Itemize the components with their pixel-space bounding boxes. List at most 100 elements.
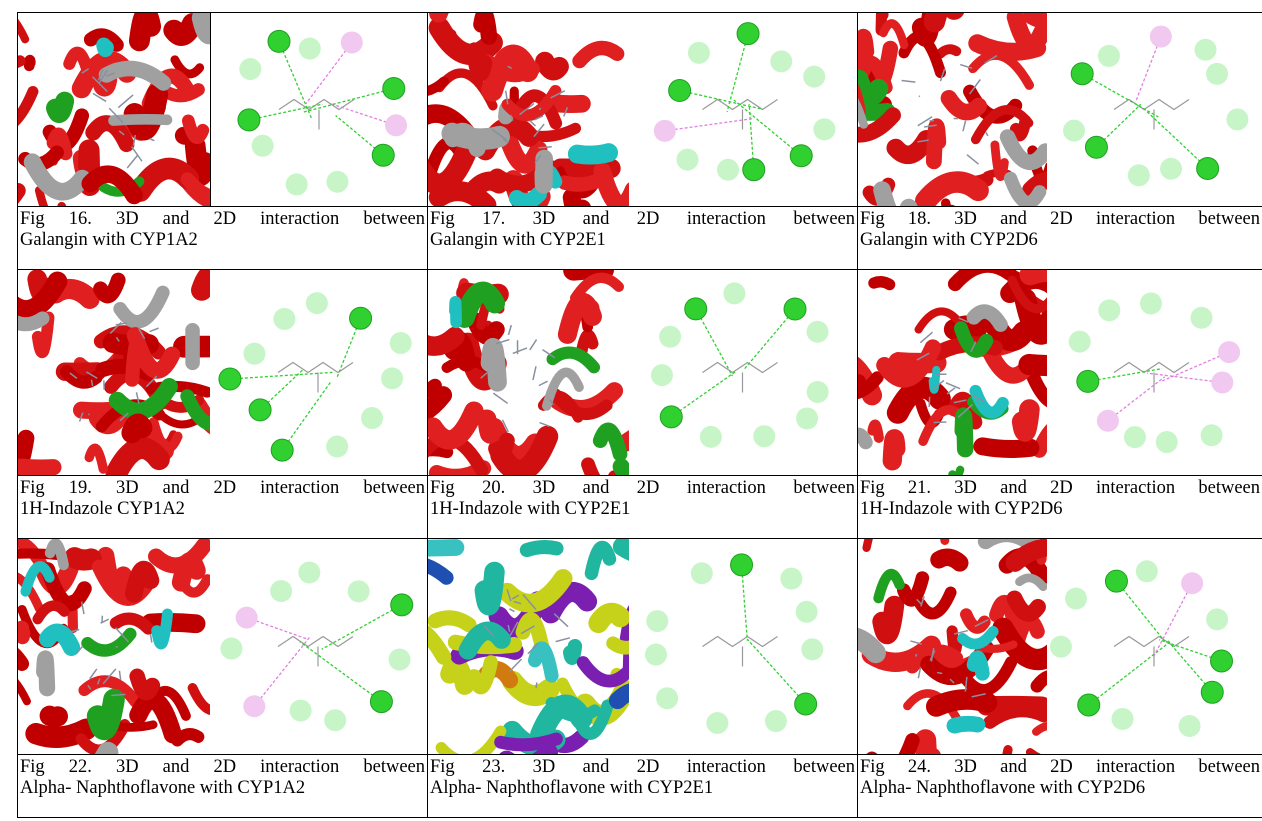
residue-node xyxy=(220,637,243,660)
ribbon xyxy=(562,638,583,665)
figure-caption: Fig 20. 3D and 2D interaction between 1H-… xyxy=(427,475,858,539)
ligand-bond xyxy=(90,379,94,387)
ligand-skeleton xyxy=(278,98,355,130)
ribbon xyxy=(930,548,969,572)
residue-node xyxy=(390,593,414,617)
ribbon xyxy=(428,401,484,450)
ligand-bond xyxy=(149,327,159,333)
protein-3d-view xyxy=(18,539,210,754)
ribbon xyxy=(572,699,614,740)
figure-caption: Fig 16. 3D and 2D interaction between Gal… xyxy=(17,206,428,270)
ribbon xyxy=(428,181,497,206)
residue-node xyxy=(717,158,740,181)
residue-node xyxy=(684,297,708,321)
ribbon xyxy=(557,172,607,192)
residue-node xyxy=(668,79,692,103)
interaction-2d-diagram xyxy=(1063,25,1249,187)
ligand-bond xyxy=(939,68,946,82)
ribbon xyxy=(129,691,182,744)
ribbon xyxy=(925,118,947,170)
ligand-bond xyxy=(480,371,489,379)
ribbon xyxy=(940,89,987,121)
ligand-bond xyxy=(501,419,509,433)
residue-node xyxy=(770,50,793,73)
ribbon xyxy=(953,321,994,358)
residue-node xyxy=(270,438,294,462)
ligand-bond xyxy=(532,366,537,381)
ligand-bond xyxy=(555,637,571,643)
caption-line: Fig 18. 3D and 2D interaction between xyxy=(860,209,1260,229)
figure-cell xyxy=(427,538,858,755)
ribbon xyxy=(1006,590,1046,622)
ribbon xyxy=(428,141,477,195)
ligand-bond xyxy=(149,634,153,643)
residue-node xyxy=(1127,164,1150,187)
caption-line: Alpha- Naphthoflavone with CYP2E1 xyxy=(430,778,714,798)
caption-line: Alpha- Naphthoflavone with CYP1A2 xyxy=(20,778,306,798)
ribbon xyxy=(428,17,503,66)
residue-node xyxy=(736,22,760,46)
residue-node xyxy=(388,648,411,671)
residue-node xyxy=(1070,62,1094,86)
ligand-bond xyxy=(959,63,973,69)
interaction-line xyxy=(746,638,807,705)
ribbon xyxy=(903,689,963,726)
residue-node xyxy=(706,712,729,735)
figure-table: Fig 16. 3D and 2D interaction between Gal… xyxy=(17,12,1262,818)
ribbon xyxy=(18,311,50,332)
residue-node xyxy=(813,118,836,141)
ribbon xyxy=(858,98,868,129)
interaction-2d-diagram xyxy=(210,13,408,206)
ligand-bond xyxy=(916,598,922,605)
residue-node xyxy=(389,332,412,355)
ligand-bond xyxy=(522,594,537,610)
residue-node xyxy=(1149,25,1172,48)
protein-3d-view xyxy=(428,539,629,754)
ligand-bond xyxy=(954,629,969,635)
residue-node xyxy=(795,600,818,623)
residue-node xyxy=(1190,306,1213,329)
ribbon xyxy=(126,327,181,379)
ribbon xyxy=(1018,354,1047,377)
ligand-bond xyxy=(115,322,127,326)
ribbon xyxy=(588,602,629,634)
figure-cell xyxy=(17,538,428,755)
ribbon xyxy=(46,127,73,161)
residue-node xyxy=(1068,330,1091,353)
residue-node xyxy=(1160,157,1183,180)
ribbon xyxy=(915,171,989,206)
interaction-2d-diagram xyxy=(220,561,414,732)
ligand-bond xyxy=(919,331,934,344)
residue-node xyxy=(783,297,807,321)
ligand-bond xyxy=(69,628,80,633)
ribbon xyxy=(454,281,506,328)
ribbon xyxy=(428,386,453,421)
ribbon xyxy=(39,705,69,727)
figure-pair xyxy=(428,539,857,754)
caption-line: Alpha- Naphthoflavone with CYP2D6 xyxy=(860,778,1146,798)
ribbon xyxy=(969,384,1009,419)
ribbon xyxy=(534,149,553,194)
figure-caption: Fig 23. 3D and 2D interaction between Alp… xyxy=(427,754,858,818)
ligand-bond xyxy=(130,146,143,162)
residue-node xyxy=(1206,62,1229,85)
residue-node xyxy=(723,282,746,305)
ligand-bond xyxy=(483,625,495,638)
residue-node xyxy=(361,407,384,430)
ligand-skeleton xyxy=(702,635,778,667)
interaction-line xyxy=(1088,641,1171,706)
ribbon xyxy=(440,655,475,695)
residue-node xyxy=(340,31,363,54)
residue-node xyxy=(644,643,667,666)
interaction-line xyxy=(1107,376,1166,422)
caption-line: Fig 24. 3D and 2D interaction between xyxy=(860,757,1260,777)
protein-3d-view xyxy=(18,270,210,475)
ligand-bond xyxy=(102,668,117,685)
interaction-2d-diagram xyxy=(653,22,836,182)
residue-node xyxy=(285,173,308,196)
ribbon xyxy=(541,367,584,411)
ligand-bond xyxy=(149,137,155,142)
ribbon xyxy=(923,13,965,33)
ligand-bond xyxy=(553,613,569,628)
ribbon xyxy=(562,188,591,206)
